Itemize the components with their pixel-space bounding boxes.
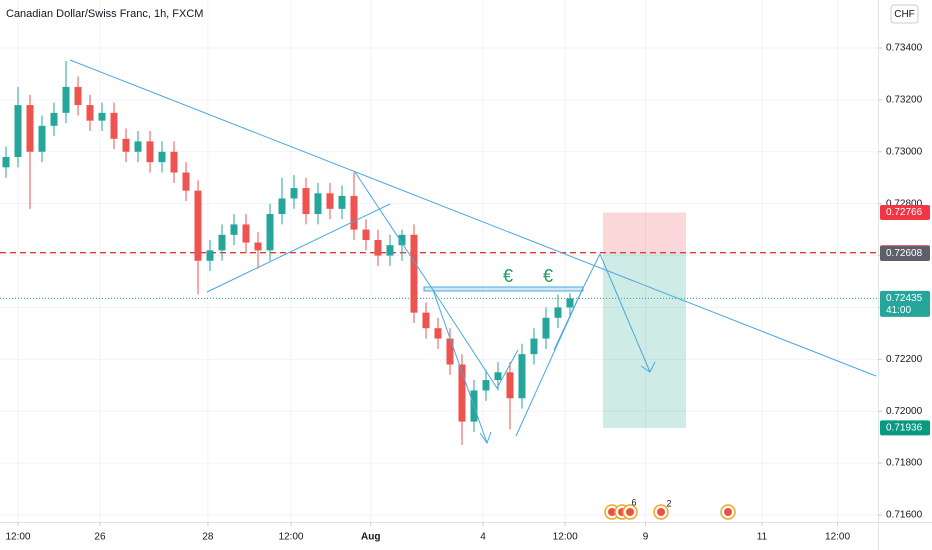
price-label: 0.72435	[886, 293, 923, 304]
currency-button[interactable]	[890, 4, 919, 24]
arrow-head	[479, 431, 492, 445]
trend-line	[206, 203, 391, 293]
event-flag	[657, 508, 665, 516]
price-label-bg	[880, 245, 930, 261]
candle-body	[134, 141, 142, 152]
price-label: 0.72608	[886, 248, 923, 259]
y-tick-label: 0.71600	[886, 510, 923, 521]
candle-body	[62, 86, 70, 113]
candle-body	[26, 105, 34, 152]
trend-line	[69, 59, 877, 377]
candle-body	[422, 312, 430, 329]
candle-body	[362, 229, 370, 240]
y-tick-label: 0.72800	[886, 198, 923, 209]
candle-body	[14, 105, 22, 157]
y-tick-label: 0.73400	[886, 43, 923, 54]
candle-body	[350, 195, 358, 230]
price-label-bg	[880, 290, 930, 317]
price-label-bg	[880, 420, 930, 436]
candle-body	[98, 112, 106, 121]
candle-body	[482, 380, 490, 391]
price-label-bg	[880, 204, 930, 220]
pattern-line	[553, 287, 584, 351]
candle-body	[74, 86, 82, 106]
candle-body	[566, 298, 574, 308]
event-count: 6	[631, 497, 636, 507]
candle-body	[206, 250, 214, 261]
candle-body	[410, 234, 418, 313]
x-tick-label: 12:00	[5, 532, 30, 543]
candle-body	[38, 125, 46, 152]
candle-body	[494, 372, 502, 381]
candle-body	[2, 156, 10, 168]
y-tick-label: 0.71800	[886, 458, 923, 469]
candle-body	[182, 172, 190, 191]
price-label: 0.71936	[886, 422, 923, 433]
x-tick-label: 11	[757, 532, 768, 543]
x-tick-label: 12:00	[553, 532, 578, 543]
candles	[2, 60, 574, 445]
candle-body	[314, 193, 322, 215]
event-flag	[608, 508, 616, 516]
candle-body	[446, 338, 454, 365]
candle-body	[194, 190, 202, 261]
price-countdown: 41:00	[886, 305, 911, 316]
y-tick-label: 0.73000	[886, 146, 923, 157]
event-flag	[626, 508, 634, 516]
pattern-line	[432, 289, 519, 389]
candle-body	[110, 112, 118, 139]
candle-body	[386, 245, 394, 256]
candle-body	[242, 224, 250, 243]
candle-body	[50, 112, 58, 126]
event-flag	[724, 508, 732, 516]
candle-body	[458, 364, 466, 422]
candle-body	[530, 338, 538, 355]
candle-body	[326, 193, 334, 209]
stop-zone	[603, 212, 686, 254]
chart-title: Canadian Dollar/Swiss Franc, 1h, FXCM	[6, 8, 203, 20]
drawings	[69, 59, 877, 445]
candle-body	[374, 239, 382, 256]
candle-body	[218, 234, 226, 251]
projection-arrow	[599, 253, 651, 373]
candle-body	[506, 372, 514, 399]
neckline-box	[423, 286, 584, 292]
event-count: 2	[666, 498, 671, 508]
candle-body	[170, 151, 178, 173]
candle-body	[122, 138, 130, 152]
y-tick-label: 0.72200	[886, 354, 923, 365]
candle-body	[518, 354, 526, 399]
x-tick-label: 12:00	[278, 532, 303, 543]
x-tick-label: Aug	[361, 532, 380, 543]
y-tick-label: 0.72000	[886, 406, 923, 417]
x-tick-label: 28	[202, 532, 214, 543]
candle-body	[254, 242, 262, 251]
candle-body	[554, 307, 562, 318]
candle-body	[338, 195, 346, 209]
candle-body	[542, 317, 550, 339]
price-label: 0.72766	[886, 207, 923, 218]
candle-body	[266, 214, 274, 251]
candle-body	[230, 224, 238, 235]
annotation: €	[503, 266, 513, 286]
x-tick-label: 9	[643, 532, 649, 543]
x-tick-label: 12:00	[825, 532, 850, 543]
candle-body	[398, 234, 406, 246]
candle-body	[290, 188, 298, 199]
candle-body	[146, 141, 154, 163]
y-tick-label: 0.73200	[886, 95, 923, 106]
target-zone	[603, 253, 686, 428]
candle-body	[86, 105, 94, 121]
candle-body	[278, 198, 286, 215]
x-tick-label: 26	[94, 532, 106, 543]
candle-body	[158, 151, 166, 163]
arrow-head	[640, 361, 656, 373]
candle-body	[302, 188, 310, 215]
x-tick-label: 4	[480, 532, 486, 543]
currency-label: CHF	[894, 9, 915, 20]
annotation: €	[543, 266, 553, 286]
candle-body	[434, 328, 442, 339]
